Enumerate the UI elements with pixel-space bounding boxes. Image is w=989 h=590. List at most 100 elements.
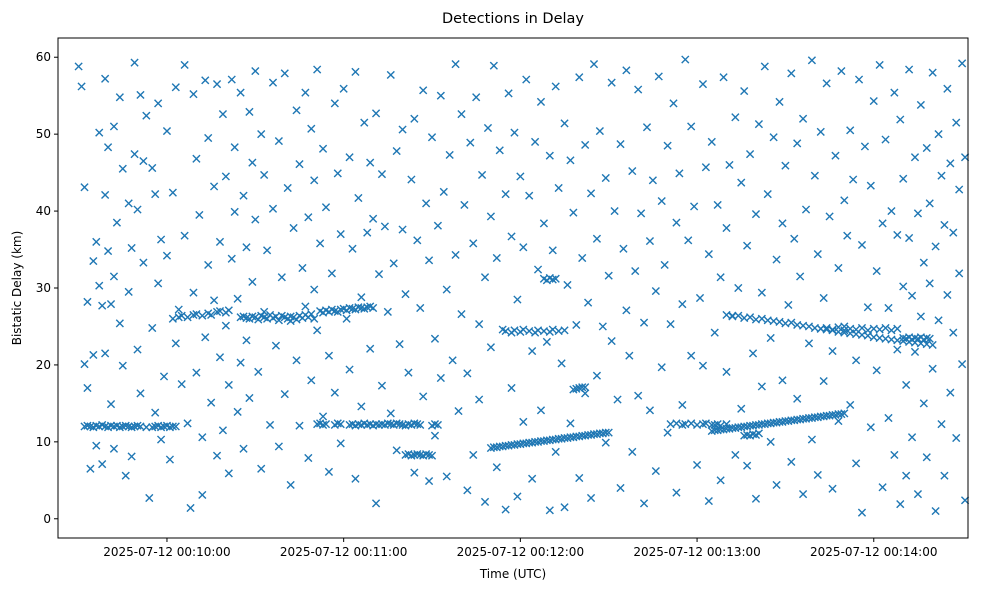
data-point-scatter-258: [551, 447, 560, 456]
data-point-scatter-274: [586, 189, 596, 198]
data-point-scatter-91: [227, 75, 236, 84]
data-point-scatter-40: [136, 389, 145, 398]
data-point-scatter-441: [916, 312, 925, 321]
data-point-scatter-123: [280, 390, 289, 399]
data-point-scatter-312: [663, 141, 672, 150]
data-point-scatter-380: [804, 339, 814, 348]
data-point-scatter-308: [654, 72, 663, 81]
data-point-scatter-393: [831, 151, 840, 160]
data-point-track-j-664: [572, 384, 581, 393]
data-point-track-k-669: [672, 419, 681, 428]
data-point-scatter-465: [952, 433, 961, 443]
data-point-scatter-101: [242, 243, 251, 252]
data-point-track-h-645: [501, 326, 510, 336]
data-point-scatter-72: [198, 433, 207, 442]
data-point-scatter-454: [937, 171, 946, 180]
y-tick-label-6: 60: [36, 50, 51, 64]
data-point-scatter-298: [634, 391, 643, 400]
data-point-scatter-344: [731, 113, 740, 122]
data-point-scatter-444: [922, 143, 931, 153]
data-point-scatter-453: [934, 316, 943, 325]
data-point-track-h-657: [560, 326, 569, 335]
data-point-scatter-330: [701, 163, 710, 172]
data-point-scatter-55: [162, 126, 172, 136]
data-point-track-n-732: [722, 310, 731, 320]
data-point-scatter-86: [218, 426, 228, 435]
data-point-scatter-377: [798, 114, 808, 123]
data-point-track-o-774: [851, 325, 861, 334]
data-point-scatter-433: [905, 233, 914, 243]
data-point-scatter-159: [348, 244, 357, 253]
data-point-scatter-431: [902, 471, 911, 480]
data-point-scatter-291: [622, 66, 631, 75]
data-point-scatter-389: [822, 79, 831, 88]
data-point-scatter-349: [740, 86, 749, 96]
data-point-scatter-54: [159, 372, 169, 381]
data-point-scatter-375: [793, 394, 802, 403]
data-point-scatter-168: [366, 344, 375, 353]
data-point-scatter-172: [374, 270, 384, 279]
data-point-track-a-492: [148, 423, 157, 432]
data-point-scatter-354: [751, 210, 761, 219]
data-point-scatter-266: [569, 208, 578, 217]
data-point-scatter-241: [516, 172, 525, 181]
data-point-scatter-184: [398, 125, 407, 134]
data-point-scatter-166: [363, 228, 372, 237]
data-point-scatter-191: [416, 303, 425, 313]
data-point-track-j-666: [578, 383, 587, 392]
data-point-scatter-329: [698, 361, 708, 370]
data-point-scatter-262: [560, 503, 569, 512]
data-point-track-k-672: [687, 419, 696, 428]
data-point-scatter-9: [92, 237, 101, 246]
data-point-scatter-403: [851, 356, 861, 365]
data-point-scatter-58: [168, 188, 177, 197]
data-point-scatter-65: [183, 419, 192, 428]
data-point-scatter-147: [324, 351, 334, 360]
data-point-scatter-410: [866, 181, 875, 190]
data-point-scatter-301: [639, 499, 649, 508]
data-point-scatter-190: [413, 236, 422, 245]
data-point-scatter-193: [419, 392, 428, 401]
data-point-scatter-438: [913, 209, 923, 218]
data-point-scatter-448: [928, 68, 937, 77]
data-point-track-o-771: [834, 323, 843, 332]
data-point-scatter-445: [922, 453, 931, 462]
data-point-scatter-107: [251, 66, 260, 76]
data-point-scatter-214: [463, 369, 472, 378]
data-point-track-e-564: [333, 419, 342, 428]
data-point-scatter-198: [430, 334, 440, 343]
data-point-scatter-49: [151, 408, 160, 417]
data-point-scatter-215: [463, 486, 472, 495]
data-point-track-n-741: [775, 317, 784, 326]
data-point-scatter-302: [642, 123, 652, 132]
data-point-scatter-391: [828, 346, 837, 356]
data-point-scatter-299: [637, 209, 646, 218]
data-point-track-i-661: [548, 275, 557, 284]
data-point-scatter-139: [310, 176, 319, 185]
data-point-scatter-390: [825, 212, 834, 221]
data-point-scatter-201: [436, 91, 445, 100]
data-point-scatter-31: [124, 199, 133, 208]
data-point-scatter-336: [713, 200, 722, 210]
data-point-track-e-593: [433, 420, 442, 430]
data-point-scatter-169: [369, 214, 378, 223]
data-point-scatter-364: [772, 255, 781, 264]
data-point-scatter-150: [330, 99, 339, 108]
data-point-scatter-273: [584, 298, 593, 307]
data-point-scatter-33: [127, 243, 136, 253]
data-point-scatter-427: [896, 500, 905, 509]
data-point-scatter-457: [940, 471, 949, 480]
data-point-track-f-596: [407, 451, 416, 460]
data-point-track-e-565: [336, 420, 345, 429]
data-point-track-h-647: [510, 326, 519, 335]
data-point-scatter-468: [958, 59, 967, 68]
data-point-scatter-252: [539, 219, 549, 228]
data-point-scatter-415: [875, 60, 884, 70]
data-point-scatter-45: [145, 493, 154, 503]
data-point-track-a-487: [124, 422, 133, 431]
data-point-scatter-27: [115, 319, 124, 328]
data-point-scatter-155: [339, 84, 348, 93]
data-point-scatter-48: [151, 190, 160, 199]
